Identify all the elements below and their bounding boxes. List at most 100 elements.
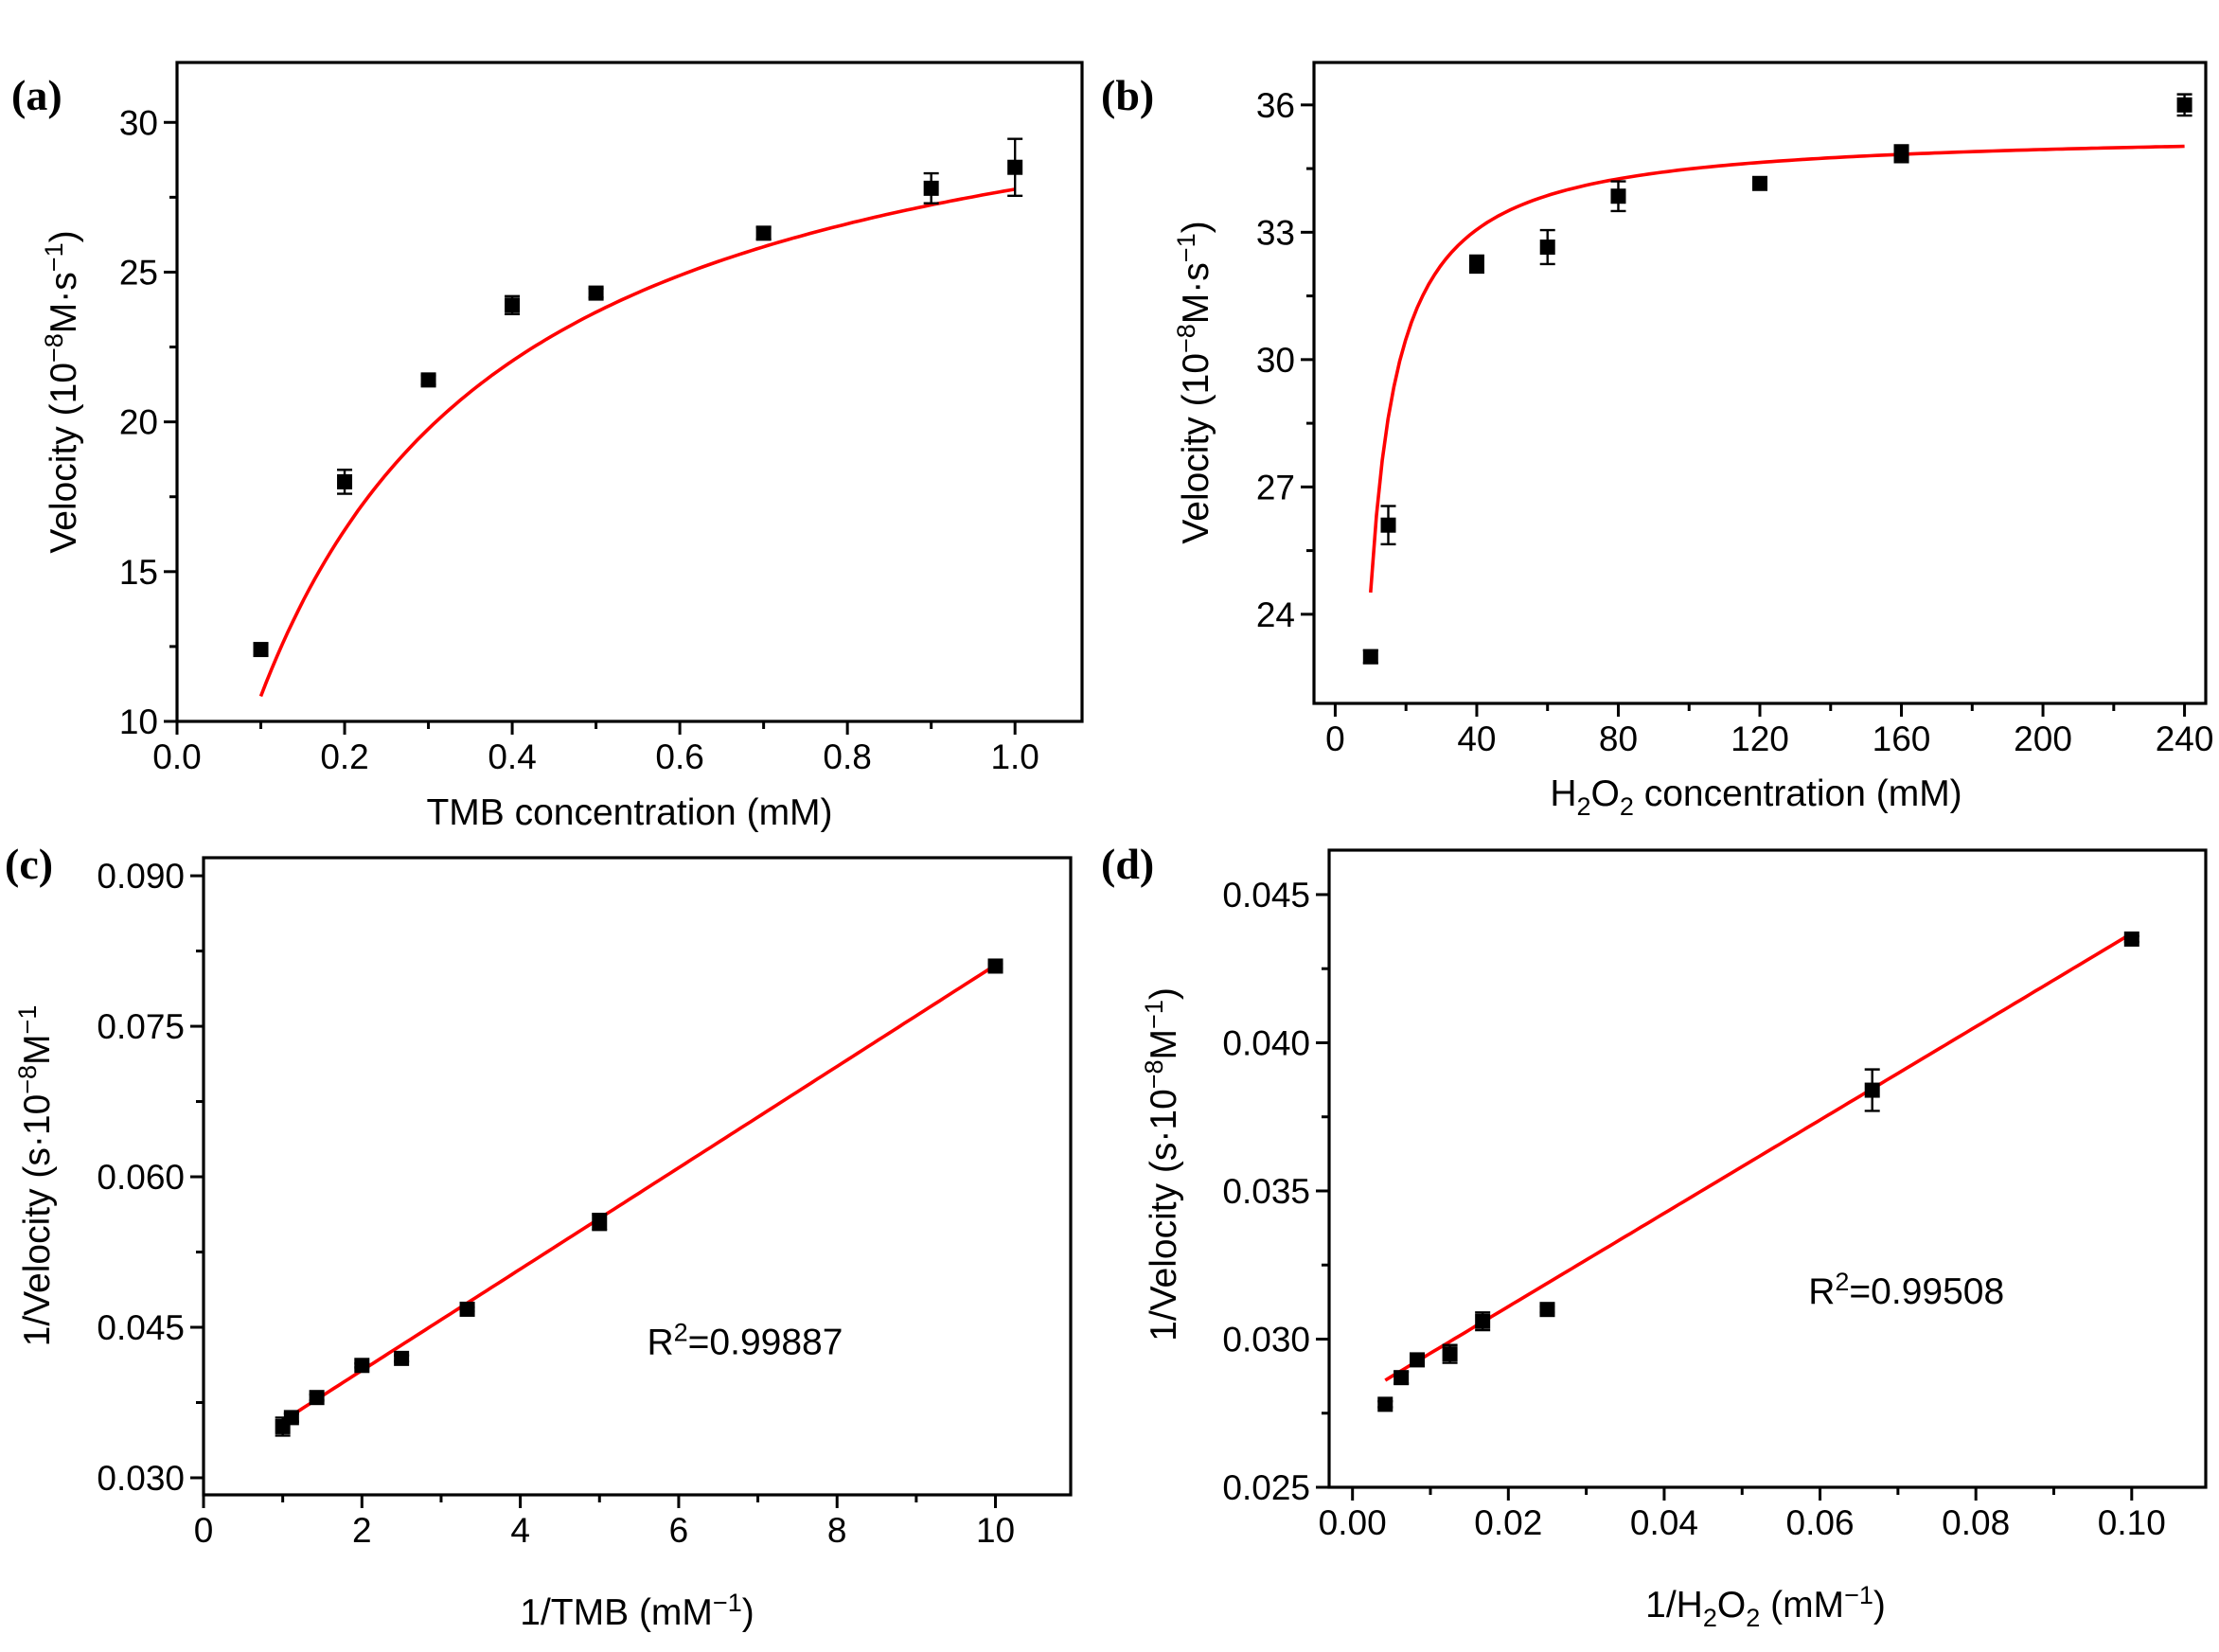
panel-b-data-point [1380,505,1396,546]
panel-d-fit [1384,932,2133,1382]
panel-b-x-axis-label: H2O2 concentration (mM) [1550,773,1962,821]
panel-a-data-point [337,469,353,495]
panel-b-data-point [1468,254,1484,275]
panel-d-data-point [1475,1311,1491,1332]
panel-d-data-point [1539,1302,1555,1318]
panel-d-y-tick-label: 0.035 [1222,1172,1310,1211]
marker [1539,240,1555,256]
marker [337,473,353,489]
panel-b-fit-curve [1369,144,2185,594]
panel-b-x-tick-label: 120 [1731,719,1789,758]
marker [1007,159,1023,175]
panel-d-x-tick-label: 0.08 [1942,1503,2010,1542]
panel-c-points [275,958,1003,1437]
panel-b-y-tick-label: 36 [1256,86,1295,125]
panel-c-fit [281,963,997,1423]
panel-c-y-tick-label: 0.060 [97,1158,185,1197]
panel-b-data-point [2176,93,2192,117]
panel-a-data-point [253,642,269,658]
panel-b-y-tick-label: 27 [1256,468,1295,506]
panel-c-x-axis-label: 1/TMB (mM−1) [520,1589,754,1633]
panel-a-y-tick-label: 15 [119,553,158,592]
panel-d-axes-frame [1327,848,2208,1489]
panel-d-y-axis-label: 1/Velocity (s·10−8M−1) [1140,987,1184,1341]
panel-b-points [1362,93,2192,665]
panel-d-data-point [1394,1370,1410,1386]
marker [1752,175,1767,191]
marker [592,1214,608,1230]
panel-d-data-point [1442,1343,1458,1364]
panel-b-label: (b) [1101,71,1154,119]
panel-a-y-tick-label: 30 [119,103,158,142]
panel-b-y-tick-label: 33 [1256,213,1295,252]
marker [1442,1346,1458,1362]
marker [923,180,939,196]
panel-b-data-point [1752,175,1767,191]
panel-a-points [253,137,1023,658]
marker [420,372,436,388]
panel-c-data-point [394,1350,410,1366]
panel-c-x-tick-label: 0 [194,1511,214,1550]
panel-c-data-point [592,1213,608,1232]
panel-d-y-tick-label: 0.040 [1222,1023,1310,1062]
panel-c-r2-annotation: R2=0.99887 [647,1319,843,1363]
panel-b-x-tick-label: 240 [2156,719,2214,758]
marker [755,225,772,241]
panel-a-x-tick-label: 0.2 [320,737,368,776]
panel-d-x-tick-label: 0.10 [2098,1503,2166,1542]
panel-b-y-tick-label: 30 [1256,341,1295,380]
panel-a-axes-frame [175,61,1084,723]
panel-b-data-point [1362,648,1378,665]
panel-b-fit [1369,144,2185,594]
panel-b-x-tick-label: 40 [1457,719,1496,758]
marker [1377,1396,1394,1412]
panel-a: (a) 0.0 0.2 0.4 0.6 0.8 1.0 10 15 20 25 30 TMB con… [11,61,1084,833]
marker [1410,1352,1426,1368]
panel-a-x-tick-label: 0.0 [152,737,201,776]
panel-a-y-tick-label: 20 [119,403,158,442]
panel-a-x-axis-label: TMB concentration (mM) [426,792,832,833]
panel-d-data-point [1864,1068,1880,1112]
panel-a-data-point [420,372,436,388]
panel-d-y-tick-label: 0.030 [1222,1320,1310,1359]
marker [283,1410,299,1426]
panel-a-x-tick-label: 0.4 [488,737,536,776]
panel-a-y-tick-label: 25 [119,253,158,292]
marker [1475,1313,1491,1329]
panel-d-ticks: 0.00 0.02 0.04 0.06 0.08 0.10 0.025 0.030 0.035 0… [1222,876,2165,1542]
panel-d-x-tick-label: 0.00 [1319,1503,1387,1542]
panel-c-x-tick-label: 8 [827,1511,847,1550]
panel-c-ticks: 0 2 4 6 8 10 0.030 0.045 0.060 0.075 0.090 [97,857,1015,1550]
panel-a-ticks: 0.0 0.2 0.4 0.6 0.8 1.0 10 15 20 25 30 [119,103,1039,776]
marker [987,958,1003,974]
panel-c-y-tick-label: 0.030 [97,1459,185,1498]
panel-a-x-tick-label: 1.0 [990,737,1038,776]
marker [1610,188,1626,204]
panel-a-fit [258,187,1016,698]
panel-d-data-point [1410,1352,1426,1368]
panel-b: (b) 0 40 80 120 160 200 240 24 27 30 33 36 H2O2 con… [1101,61,2214,821]
panel-d-r2-annotation: R2=0.99508 [1808,1268,2004,1312]
panel-a-y-axis-label: Velocity (10−8M·s−1) [40,230,84,553]
panel-d-data-point [2123,931,2139,947]
marker [1394,1370,1410,1386]
panel-c-y-tick-label: 0.075 [97,1007,185,1046]
panel-c-data-point [354,1358,370,1374]
panel-c-label: (c) [5,840,53,888]
panel-c-y-tick-label: 0.090 [97,857,185,896]
panel-b-data-point [1893,144,1909,164]
marker [1539,1302,1555,1318]
panel-a-fit-curve [258,187,1016,698]
panel-d-x-tick-label: 0.06 [1786,1503,1855,1542]
panel-d-data-point [1377,1396,1394,1412]
panel-a-data-point [755,225,772,241]
panel-a-y-tick-label: 10 [119,702,158,741]
panel-d-fit-curve [1384,932,2133,1382]
panel-c-axes-frame [202,856,1073,1497]
panel-c-x-tick-label: 10 [976,1511,1015,1550]
panel-a-data-point [505,294,521,315]
marker [2123,931,2139,947]
panel-a-data-point [1007,137,1023,197]
panel-c-x-tick-label: 2 [352,1511,372,1550]
